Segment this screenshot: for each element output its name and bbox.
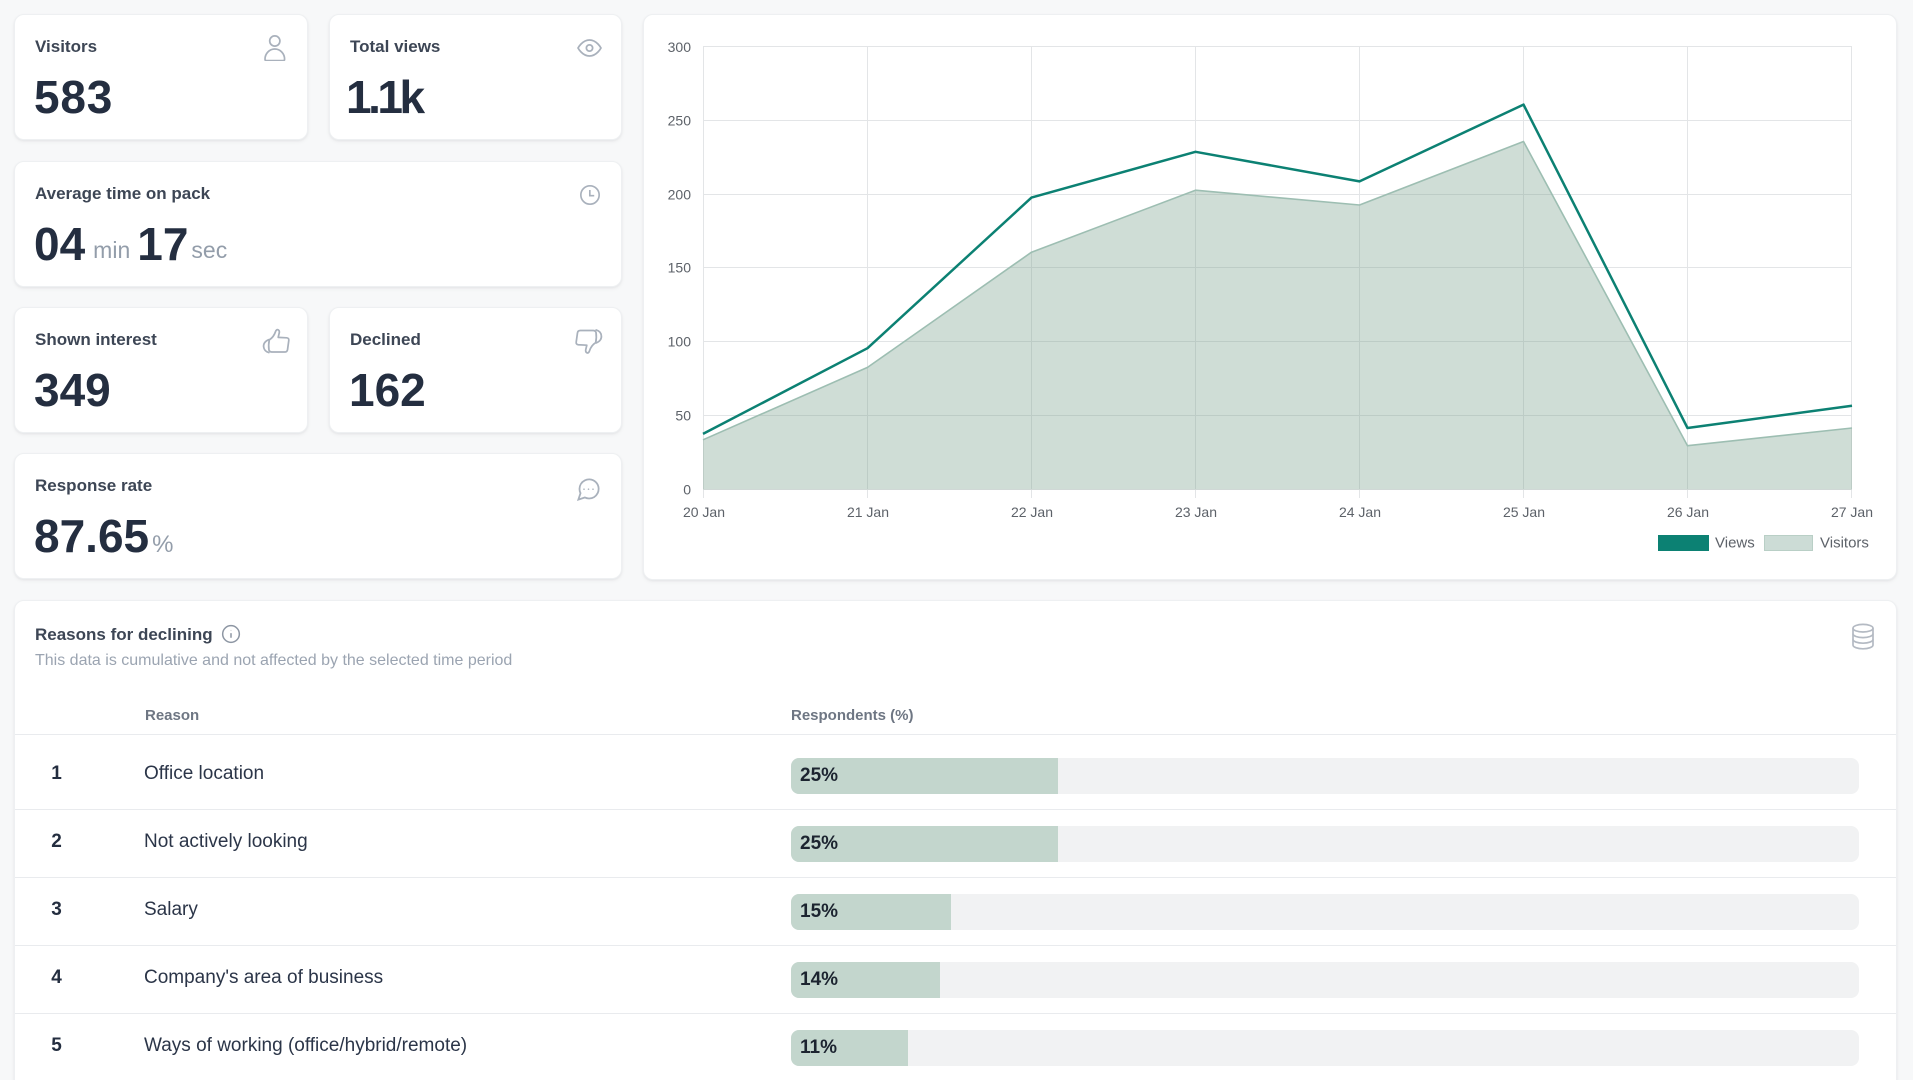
svg-text:22 Jan: 22 Jan [1011, 504, 1053, 520]
svg-text:25 Jan: 25 Jan [1503, 504, 1545, 520]
svg-text:250: 250 [668, 113, 692, 129]
svg-text:26 Jan: 26 Jan [1667, 504, 1709, 520]
svg-text:50: 50 [675, 408, 691, 424]
svg-text:0: 0 [683, 482, 691, 498]
svg-text:100: 100 [668, 334, 692, 350]
svg-text:Visitors: Visitors [1820, 535, 1869, 552]
svg-text:23 Jan: 23 Jan [1175, 504, 1217, 520]
svg-text:Views: Views [1715, 535, 1755, 552]
svg-text:20 Jan: 20 Jan [683, 504, 725, 520]
svg-text:300: 300 [668, 39, 692, 55]
svg-text:21 Jan: 21 Jan [847, 504, 889, 520]
svg-text:150: 150 [668, 260, 692, 276]
svg-text:200: 200 [668, 187, 692, 203]
svg-text:24 Jan: 24 Jan [1339, 504, 1381, 520]
svg-text:27 Jan: 27 Jan [1831, 504, 1873, 520]
